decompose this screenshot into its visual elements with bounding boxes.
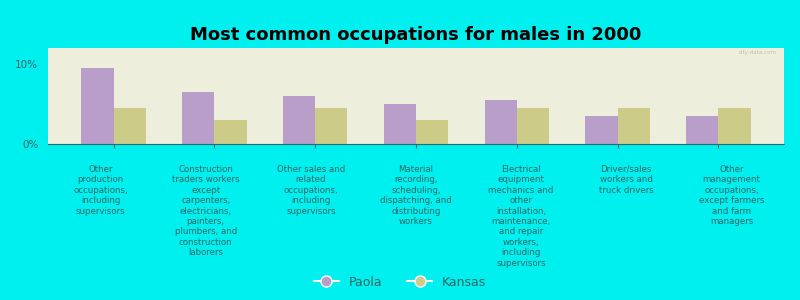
Bar bbox=[315, 108, 347, 144]
Bar bbox=[384, 104, 416, 144]
Text: Material
recording,
scheduling,
dispatching, and
distributing
workers: Material recording, scheduling, dispatch… bbox=[380, 165, 452, 226]
Text: Driver/sales
workers and
truck drivers: Driver/sales workers and truck drivers bbox=[599, 165, 654, 195]
Text: Other
production
occupations,
including
supervisors: Other production occupations, including … bbox=[74, 165, 128, 216]
Bar bbox=[182, 92, 214, 144]
Bar bbox=[214, 120, 246, 144]
Bar bbox=[586, 116, 618, 144]
Text: Other
management
occupations,
except farmers
and farm
managers: Other management occupations, except far… bbox=[698, 165, 764, 226]
Bar bbox=[416, 120, 448, 144]
Text: city-data.com: city-data.com bbox=[738, 50, 777, 55]
Bar bbox=[686, 116, 718, 144]
Text: Other sales and
related
occupations,
including
supervisors: Other sales and related occupations, inc… bbox=[277, 165, 345, 216]
Legend: Paola, Kansas: Paola, Kansas bbox=[309, 271, 491, 294]
Bar bbox=[618, 108, 650, 144]
Text: Electrical
equipment
mechanics and
other
installation,
maintenance,
and repair
w: Electrical equipment mechanics and other… bbox=[489, 165, 554, 268]
Text: Construction
traders workers
except
carpenters,
electricians,
painters,
plumbers: Construction traders workers except carp… bbox=[172, 165, 239, 257]
Bar bbox=[283, 96, 315, 144]
Bar bbox=[517, 108, 549, 144]
Title: Most common occupations for males in 2000: Most common occupations for males in 200… bbox=[190, 26, 642, 44]
Bar bbox=[485, 100, 517, 144]
Bar bbox=[82, 68, 114, 144]
Bar bbox=[718, 108, 750, 144]
Bar bbox=[114, 108, 146, 144]
